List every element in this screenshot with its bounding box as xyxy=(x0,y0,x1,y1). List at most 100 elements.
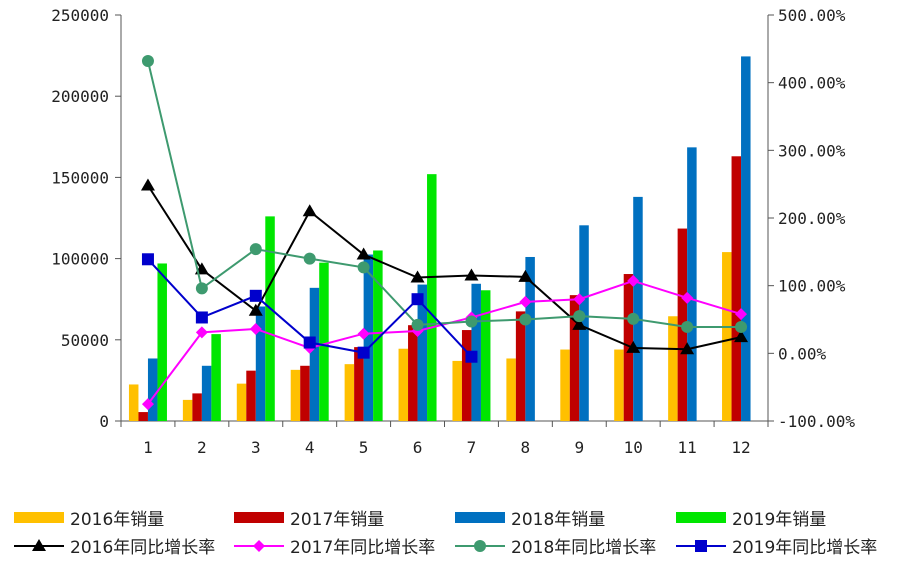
line-point-1-7 xyxy=(464,268,479,281)
x-axis-tick-label: 1 xyxy=(143,438,153,457)
legend-label: 2016年销量 xyxy=(70,509,165,530)
legend-line-triangle xyxy=(14,538,64,552)
legend-item-sales-2018: 2018年销量 xyxy=(455,504,605,530)
line-point-4-3 xyxy=(249,289,262,302)
legend-label: 2017年同比增长率 xyxy=(290,537,436,558)
bar-2-10 xyxy=(623,274,634,421)
x-axis-tick-label: 10 xyxy=(624,438,643,457)
legend-line-square xyxy=(676,538,726,552)
right-axis-tick-label: 300.00% xyxy=(778,141,846,160)
line-point-3-5 xyxy=(357,261,370,274)
line-point-2-2 xyxy=(195,326,208,339)
bar-1-1 xyxy=(128,384,139,421)
line-point-1-4 xyxy=(302,204,317,217)
line-point-2-9 xyxy=(573,293,586,306)
left-axis-tick-label: 200000 xyxy=(51,87,109,106)
legend-label: 2018年同比增长率 xyxy=(511,537,657,558)
left-axis-tick-label: 150000 xyxy=(51,168,109,187)
bar-3-4 xyxy=(309,287,320,421)
bar-3-8 xyxy=(525,256,535,421)
legend-line-circle xyxy=(455,538,505,552)
right-axis-tick-label: 200.00% xyxy=(778,209,846,228)
bar-4-7 xyxy=(480,290,491,421)
bar-4-5 xyxy=(373,250,383,421)
bar-4-2 xyxy=(211,334,221,421)
bar-1-10 xyxy=(614,349,624,421)
bar-1-4 xyxy=(290,369,301,421)
legend-item-sales-2019: 2019年销量 xyxy=(676,504,826,530)
bar-2-7 xyxy=(461,330,472,421)
chart-legend: 2016年销量 2017年销量 2018年销量 2019年销量 2016年同比增… xyxy=(0,502,902,574)
line-point-2-5 xyxy=(357,327,370,340)
right-axis-tick-label: 0.00% xyxy=(778,344,827,363)
left-axis-tick-label: 250000 xyxy=(51,6,109,25)
bar-3-3 xyxy=(255,306,266,421)
x-axis-tick-label: 6 xyxy=(413,438,423,457)
bar-2-6 xyxy=(408,325,418,421)
line-series-3 xyxy=(146,60,742,328)
legend-swatch xyxy=(14,511,64,523)
chart-plot: 0 50000 100000 150000 200000 250000 -100.00% 0.… xyxy=(51,6,855,457)
bar-1-8 xyxy=(506,358,516,421)
bar-1-9 xyxy=(560,349,570,421)
bar-3-2 xyxy=(201,365,212,421)
x-axis-tick-label: 5 xyxy=(359,438,369,457)
line-point-1-12 xyxy=(734,330,749,343)
line-point-3-7 xyxy=(465,315,478,328)
line-point-4-5 xyxy=(357,346,370,359)
legend-line-diamond xyxy=(234,538,284,552)
right-axis-tick-label: -100.00% xyxy=(778,412,855,431)
bar-3-9 xyxy=(579,225,589,421)
bar-2-3 xyxy=(246,370,256,421)
bar-1-11 xyxy=(668,316,678,421)
line-point-1-10 xyxy=(626,340,641,353)
line-point-3-2 xyxy=(195,282,208,295)
bar-1-6 xyxy=(398,348,409,421)
legend-swatch xyxy=(455,511,505,523)
line-point-2-10 xyxy=(627,274,640,287)
bar-2-8 xyxy=(515,311,526,421)
bar-3-11 xyxy=(687,147,697,421)
bar-4-1 xyxy=(157,263,167,421)
line-point-3-6 xyxy=(411,318,424,331)
legend-item-growth-2016: 2016年同比增长率 xyxy=(14,532,215,558)
line-point-3-9 xyxy=(573,310,586,323)
left-axis-tick-label: 100000 xyxy=(51,250,109,269)
bar-1-2 xyxy=(182,399,193,421)
line-point-3-11 xyxy=(681,320,694,333)
line-point-4-7 xyxy=(465,350,478,363)
bar-2-4 xyxy=(300,365,310,421)
line-point-4-4 xyxy=(303,336,316,349)
line-point-3-8 xyxy=(519,313,532,326)
legend-swatch xyxy=(676,511,726,523)
line-point-1-6 xyxy=(410,270,425,283)
line-point-3-3 xyxy=(249,243,262,256)
legend-item-sales-2016: 2016年销量 xyxy=(14,504,164,530)
legend-label: 2017年销量 xyxy=(290,509,385,530)
x-axis-tick-label: 12 xyxy=(731,438,750,457)
line-point-3-1 xyxy=(141,55,154,68)
line-point-2-8 xyxy=(519,295,532,308)
line-point-2-11 xyxy=(681,291,694,304)
line-point-4-6 xyxy=(411,293,424,306)
line-point-1-11 xyxy=(680,342,695,355)
legend-item-growth-2019: 2019年同比增长率 xyxy=(676,532,877,558)
legend-label: 2018年销量 xyxy=(511,509,606,530)
line-series-1 xyxy=(147,184,742,351)
legend-swatch xyxy=(234,511,284,523)
line-point-4-2 xyxy=(195,311,208,324)
x-axis-tick-label: 3 xyxy=(251,438,261,457)
bar-3-12 xyxy=(741,56,751,422)
x-axis-tick-label: 2 xyxy=(197,438,207,457)
line-point-1-3 xyxy=(248,303,263,316)
legend-item-growth-2017: 2017年同比增长率 xyxy=(234,532,435,558)
bar-4-4 xyxy=(319,262,329,421)
bar-2-5 xyxy=(354,347,364,421)
line-point-1-8 xyxy=(518,269,533,282)
line-point-2-3 xyxy=(249,322,262,335)
legend-item-sales-2017: 2017年销量 xyxy=(234,504,384,530)
bar-3-6 xyxy=(417,284,428,421)
bar-1-3 xyxy=(236,383,247,421)
line-point-1-1 xyxy=(140,178,155,191)
x-axis-tick-label: 7 xyxy=(467,438,477,457)
